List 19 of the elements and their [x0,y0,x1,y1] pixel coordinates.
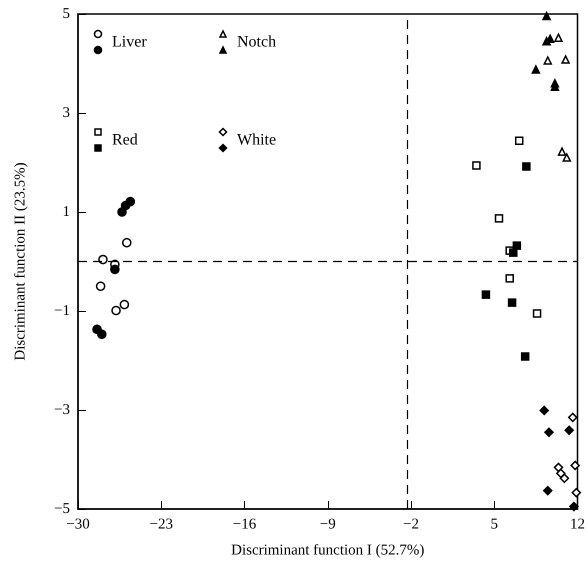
y-tick-label: 5 [62,6,70,22]
y-tick-label: −1 [54,303,70,319]
x-tick-label: 5 [490,516,498,532]
x-tick-label: 12 [570,516,585,532]
legend-label: Notch [237,34,276,50]
x-axis-title: Discriminant function I (52.7%) [231,542,424,558]
x-tick-label: −16 [232,516,257,532]
x-tick-label: −2 [403,516,419,532]
y-tick-label: 3 [62,105,70,121]
x-tick-label: −23 [150,516,173,532]
y-axis-title: Discriminant function II (23.5%) [12,162,28,361]
legend-label: Red [112,132,138,148]
legend-label: White [237,132,276,148]
y-tick-label: 1 [62,204,70,220]
legend-label: Liver [112,34,148,50]
x-tick-label: −30 [66,516,90,532]
x-tick-label: −9 [320,516,336,532]
y-tick-label: −5 [54,501,70,517]
y-tick-label: −3 [54,402,70,418]
